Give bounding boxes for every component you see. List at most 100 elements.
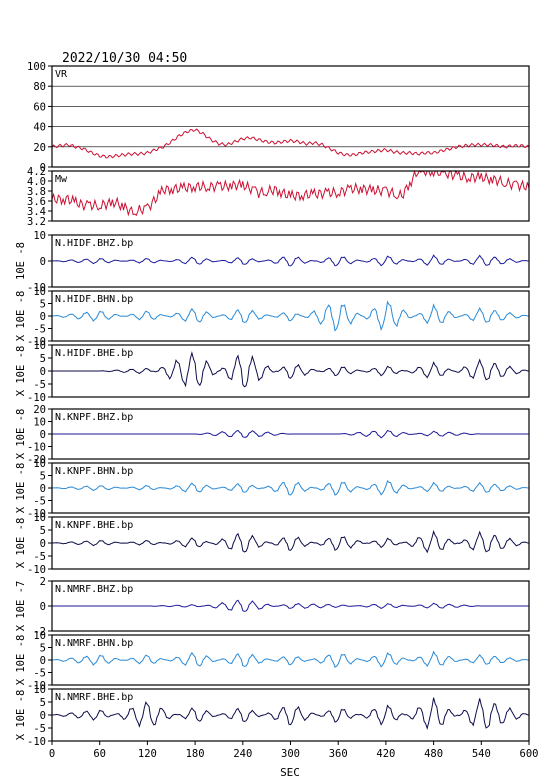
y-axis-label: X 10E -8 xyxy=(15,690,27,741)
y-tick-label: 0 xyxy=(40,256,46,268)
y-tick-label: -10 xyxy=(27,282,46,294)
series-line xyxy=(51,479,530,496)
y-tick-label: 0 xyxy=(40,311,46,323)
x-tick-label: 240 xyxy=(233,748,252,760)
series-line xyxy=(51,300,530,332)
x-tick-label: 120 xyxy=(138,748,157,760)
y-tick-label: 40 xyxy=(33,122,46,134)
y-tick-label: -10 xyxy=(27,392,46,404)
y-tick-label: 100 xyxy=(27,61,46,73)
panel-name: N.NMRF.BHE.bp xyxy=(55,692,133,703)
y-tick-label: -10 xyxy=(27,442,46,454)
x-tick-label: 540 xyxy=(472,748,491,760)
x-tick-label: 180 xyxy=(186,748,205,760)
panel-name: VR xyxy=(55,69,68,80)
y-tick-label: 3.4 xyxy=(27,206,46,218)
panel-name: N.HIDF.BHE.bp xyxy=(55,348,133,359)
x-tick-label: 0 xyxy=(49,748,55,760)
y-tick-label: 0 xyxy=(40,162,46,174)
y-tick-label: 5 xyxy=(40,643,46,655)
x-axis-label: SEC xyxy=(280,766,300,779)
y-tick-label: 5 xyxy=(40,353,46,365)
y-tick-label: 20 xyxy=(33,404,46,416)
y-tick-label: 2 xyxy=(40,576,46,588)
panel-name: N.NMRF.BHN.bp xyxy=(55,638,133,649)
panel-name: N.HIDF.BHZ.bp xyxy=(55,238,133,249)
y-tick-label: -2 xyxy=(33,626,46,638)
y-tick-label: 10 xyxy=(33,630,46,642)
panel-1: VR 0 20 40 60 80 100 xyxy=(27,61,530,174)
y-tick-label: -5 xyxy=(33,668,46,680)
y-axis-label: X 10E -8 xyxy=(15,518,27,569)
y-tick-label: -10 xyxy=(27,336,46,348)
panel-name: N.KNPF.BHE.bp xyxy=(55,520,133,531)
panel-3: N.HIDF.BHZ.bp -10 0 10 10E -8 xyxy=(15,230,530,294)
series-line xyxy=(52,599,529,612)
y-axis-label: X 10E -8 xyxy=(15,635,27,686)
y-tick-label: 3.6 xyxy=(27,196,46,208)
y-tick-label: 10 xyxy=(33,417,46,429)
y-tick-label: 20 xyxy=(33,142,46,154)
y-tick-label: 3.8 xyxy=(27,186,46,198)
y-tick-label: 5 xyxy=(40,471,46,483)
y-axis-label: X 10E -8 xyxy=(15,291,27,342)
y-tick-label: -10 xyxy=(27,736,46,748)
y-tick-label: -10 xyxy=(27,508,46,520)
figure-title: 2022/10/30 04:50 xyxy=(62,51,187,66)
y-tick-label: 0 xyxy=(40,655,46,667)
y-tick-label: -5 xyxy=(33,496,46,508)
x-tick-label: 480 xyxy=(424,748,443,760)
y-axis-label: X 10E -8 xyxy=(15,346,27,397)
panel-name: N.HIDF.BHN.bp xyxy=(55,294,133,305)
y-tick-label: 0 xyxy=(40,538,46,550)
panels-group: VR020406080100Mw3.23.43.63.84.04.2N.HIDF… xyxy=(15,61,538,760)
y-tick-label: -5 xyxy=(33,551,46,563)
series-line xyxy=(51,254,530,267)
series-line xyxy=(51,128,530,159)
panel-name: N.KNPF.BHN.bp xyxy=(55,466,133,477)
series-line xyxy=(51,697,530,731)
panel-9: N.NMRF.BHZ.bp -2 0 2 X 10E -7 xyxy=(15,576,530,638)
y-tick-label: -5 xyxy=(33,379,46,391)
y-tick-label: 0 xyxy=(40,366,46,378)
y-tick-label: 0 xyxy=(40,483,46,495)
y-tick-label: 10 xyxy=(33,458,46,470)
y-tick-label: -5 xyxy=(33,723,46,735)
y-axis-label: X 10E -7 xyxy=(15,581,27,632)
panel-name: N.KNPF.BHZ.bp xyxy=(55,412,133,423)
y-tick-label: 10 xyxy=(33,512,46,524)
y-tick-label: -5 xyxy=(33,324,46,336)
y-tick-label: 10 xyxy=(33,684,46,696)
x-tick-label: 300 xyxy=(281,748,300,760)
y-tick-label: -10 xyxy=(27,680,46,692)
y-axis-label: X 10E -8 xyxy=(15,409,27,460)
series-line xyxy=(52,429,529,439)
y-tick-label: 0 xyxy=(40,710,46,722)
y-tick-label: -20 xyxy=(27,454,46,466)
y-tick-label: 10 xyxy=(33,230,46,242)
y-tick-label: -10 xyxy=(27,564,46,576)
x-tick-label: 420 xyxy=(376,748,395,760)
y-tick-label: 5 xyxy=(40,525,46,537)
y-tick-label: 0 xyxy=(40,429,46,441)
y-tick-label: 5 xyxy=(40,697,46,709)
x-tick-label: 600 xyxy=(520,748,539,760)
x-tick-label: 360 xyxy=(329,748,348,760)
panel-frame xyxy=(51,65,530,168)
y-axis-label: X 10E -8 xyxy=(15,463,27,514)
panel-name: N.NMRF.BHZ.bp xyxy=(55,584,133,595)
y-tick-label: 10 xyxy=(33,340,46,352)
series-line xyxy=(52,350,530,388)
series-line xyxy=(51,529,530,554)
y-tick-label: 3.2 xyxy=(27,216,46,228)
y-tick-label: 10 xyxy=(33,286,46,298)
y-tick-label: 60 xyxy=(33,101,46,113)
